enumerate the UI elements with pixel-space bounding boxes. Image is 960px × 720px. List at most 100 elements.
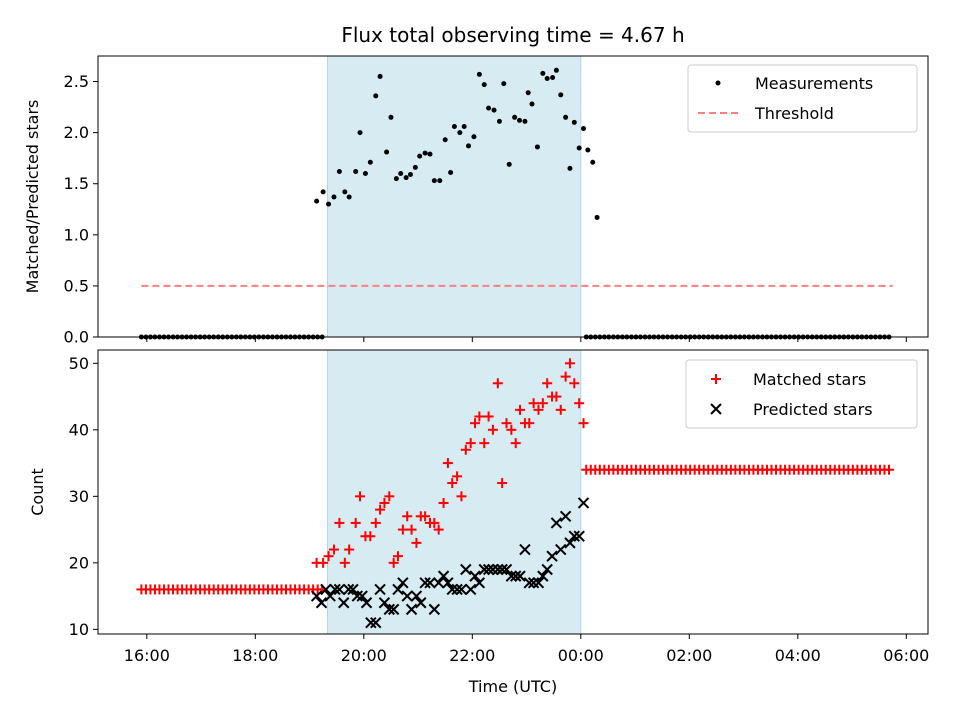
predicted-point-36 [473, 577, 486, 589]
predicted-point-2-b [320, 583, 332, 596]
predicted-point-32-b [455, 583, 468, 596]
predicted-point-35-b [469, 570, 481, 582]
measurement-point-117 [357, 130, 363, 136]
matched-point-123 [384, 491, 395, 502]
predicted-point-8 [347, 583, 359, 596]
predicted-point-54-b [555, 543, 567, 556]
predicted-point-10-b [356, 590, 368, 602]
predicted-point-29 [442, 577, 454, 589]
predicted-point-31 [451, 583, 463, 596]
bottom-legend: Matched stars Predicted stars [685, 359, 918, 429]
predicted-point-17 [387, 603, 400, 616]
measurement-point-126 [403, 175, 409, 181]
predicted-point-27-b [432, 577, 445, 589]
predicted-point-28-b [437, 570, 450, 582]
measurement-point-150 [522, 118, 528, 124]
matched-point-157 [537, 398, 548, 409]
bottom-y-axis: 10 20 30 40 50 [69, 354, 98, 639]
measurement-point-160 [567, 165, 573, 171]
legend-matched-label: Matched stars [753, 370, 866, 389]
predicted-point-9 [351, 590, 364, 602]
measurement-point-112 [331, 194, 337, 200]
predicted-point-33-b [460, 563, 472, 576]
predicted-point-2 [320, 583, 332, 596]
bottom-xtick-label-6: 04:00 [775, 646, 821, 665]
matched-point-112 [328, 544, 339, 555]
measurement-point-157 [553, 67, 559, 73]
predicted-point-6 [338, 597, 350, 609]
predicted-point-59-b [577, 497, 590, 509]
matched-point-166 [578, 418, 589, 429]
predicted-point-13 [370, 616, 382, 629]
predicted-point-27 [432, 577, 445, 589]
measurement-point-158 [558, 92, 564, 98]
predicted-stars-points [310, 497, 590, 629]
measurement-point-110 [320, 189, 326, 195]
predicted-point-22-b [410, 590, 423, 602]
measurement-point-163 [581, 126, 587, 132]
legend-matched-plus [711, 374, 721, 384]
predicted-point-31-b [451, 583, 463, 596]
predicted-point-49 [532, 577, 545, 589]
predicted-point-39-b [487, 563, 499, 576]
predicted-point-12-b [365, 616, 377, 629]
matched-point-163 [564, 358, 575, 369]
top-y-axis-label: Matched/Predicted stars [23, 100, 42, 294]
predicted-point-18 [392, 583, 404, 596]
predicted-point-57 [568, 530, 581, 542]
predicted-point-40 [492, 563, 504, 576]
top-ytick-label-5: 2.5 [64, 72, 89, 91]
bottom-x-axis: 16:00 18:00 20:00 22:00 00:00 02:00 04:00 06:00 [124, 634, 929, 665]
predicted-point-34 [464, 583, 477, 596]
top-ytick-label-0: 0.0 [64, 328, 89, 347]
measurement-point-118 [362, 171, 368, 177]
matched-point-156 [533, 404, 544, 415]
matched-point-111 [323, 551, 334, 562]
predicted-point-41-b [496, 563, 508, 576]
measurement-point-127 [407, 172, 413, 178]
predicted-point-37-b [478, 563, 490, 576]
measurement-point-149 [517, 117, 523, 123]
matched-point-162 [560, 371, 571, 382]
matched-point-151 [510, 438, 521, 449]
predicted-point-0-b [310, 590, 323, 602]
matched-point-155 [528, 398, 539, 409]
measurement-point-130 [422, 150, 428, 156]
measurement-point-128 [412, 164, 418, 170]
predicted-point-1-b [315, 597, 328, 609]
predicted-point-56-b [564, 537, 576, 549]
matched-point-149 [501, 418, 512, 429]
predicted-point-25 [424, 577, 436, 589]
matched-point-114 [339, 557, 350, 568]
measurement-point-133 [437, 178, 443, 184]
predicted-point-23 [415, 597, 427, 609]
predicted-point-30 [446, 583, 458, 596]
top-y-axis: 0.0 0.5 1.0 1.5 2.0 2.5 [64, 72, 98, 347]
predicted-point-50 [537, 570, 549, 582]
matched-point-134 [433, 524, 444, 535]
bottom-ytick-label-4: 50 [69, 354, 89, 373]
matched-point-160 [551, 391, 562, 402]
predicted-point-35 [469, 570, 481, 582]
matched-point-135 [438, 497, 449, 508]
legend-threshold-label: Threshold [754, 104, 834, 123]
measurement-point-155 [544, 75, 550, 81]
predicted-point-21 [405, 603, 418, 616]
matched-point-165 [574, 398, 585, 409]
measurement-point-151 [525, 90, 531, 96]
measurement-point-123 [388, 114, 394, 120]
predicted-point-49-b [532, 577, 545, 589]
measurement-point-135 [448, 169, 454, 175]
measurement-point-136 [451, 124, 457, 130]
matched-point-141 [465, 438, 476, 449]
predicted-point-56 [564, 537, 576, 549]
measurement-point-164 [585, 147, 591, 153]
matched-point-115 [344, 544, 355, 555]
predicted-point-40-b [492, 563, 504, 576]
predicted-point-17-b [387, 603, 400, 616]
matched-point-139 [456, 491, 467, 502]
predicted-point-7 [342, 583, 355, 596]
measurement-point-154 [540, 70, 546, 76]
matched-point-131 [420, 511, 431, 522]
measurement-point-161 [571, 119, 577, 125]
